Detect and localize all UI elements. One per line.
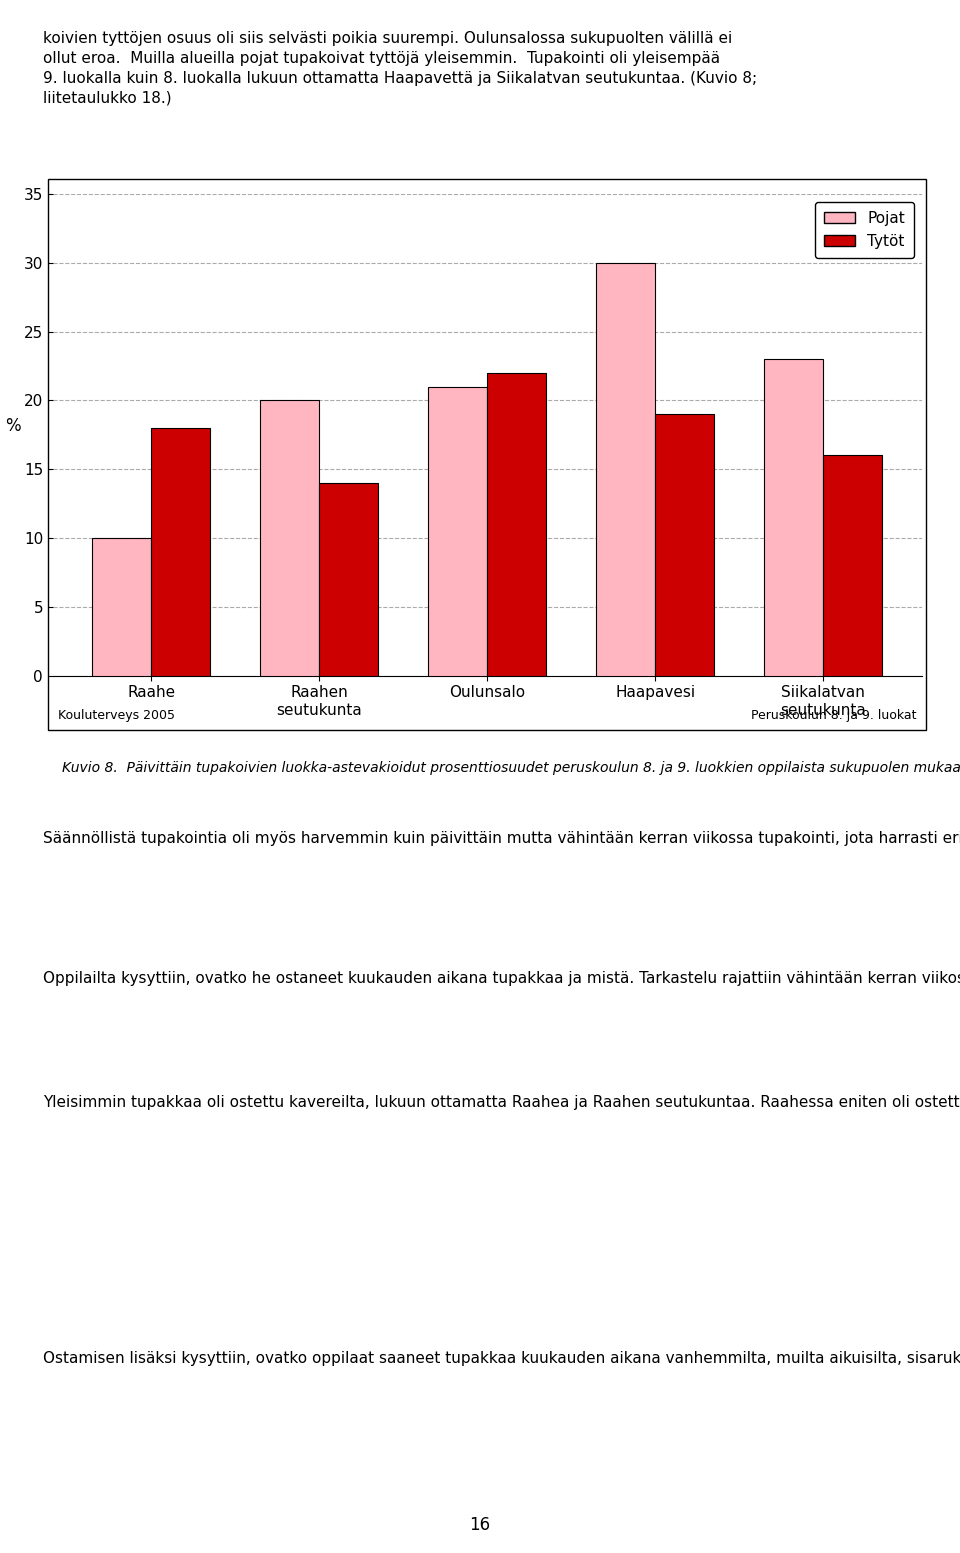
Bar: [487, 373, 546, 676]
Text: Kuvio 8.  Päivittäin tupakoivien luokka-astevakioidut prosenttiosuudet peruskoul: Kuvio 8. Päivittäin tupakoivien luokka-a…: [62, 761, 960, 775]
Bar: [260, 401, 319, 676]
Bar: [824, 455, 882, 676]
Bar: [656, 415, 714, 676]
Legend: Pojat, Tytöt: Pojat, Tytöt: [815, 202, 914, 258]
Bar: [764, 359, 824, 676]
Bar: [428, 387, 487, 676]
Bar: [319, 483, 378, 676]
Y-axis label: %: %: [5, 416, 20, 435]
Bar: [92, 537, 151, 676]
Bar: [596, 262, 656, 676]
Bar: [151, 429, 210, 676]
Text: Ostamisen lisäksi kysyttiin, ovatko oppilaat saaneet tupakkaa kuukauden aikana v: Ostamisen lisäksi kysyttiin, ovatko oppi…: [43, 1351, 960, 1367]
Text: Kouluterveys 2005: Kouluterveys 2005: [58, 710, 175, 722]
Text: Peruskoulun 8. ja 9. luokat: Peruskoulun 8. ja 9. luokat: [752, 710, 917, 722]
Text: Säännöllistä tupakointia oli myös harvemmin kuin päivittäin mutta vähintään kerr: Säännöllistä tupakointia oli myös harvem…: [43, 831, 960, 846]
Text: 16: 16: [469, 1516, 491, 1534]
Text: Oppilailta kysyttiin, ovatko he ostaneet kuukauden aikana tupakkaa ja mistä. Tar: Oppilailta kysyttiin, ovatko he ostaneet…: [43, 971, 960, 986]
Text: Yleisimmin tupakkaa oli ostettu kavereilta, lukuun ottamatta Raahea ja Raahen se: Yleisimmin tupakkaa oli ostettu kavereil…: [43, 1095, 960, 1110]
Text: koivien tyttöjen osuus oli siis selvästi poikia suurempi. Oulunsalossa sukupuolt: koivien tyttöjen osuus oli siis selvästi…: [43, 31, 757, 106]
